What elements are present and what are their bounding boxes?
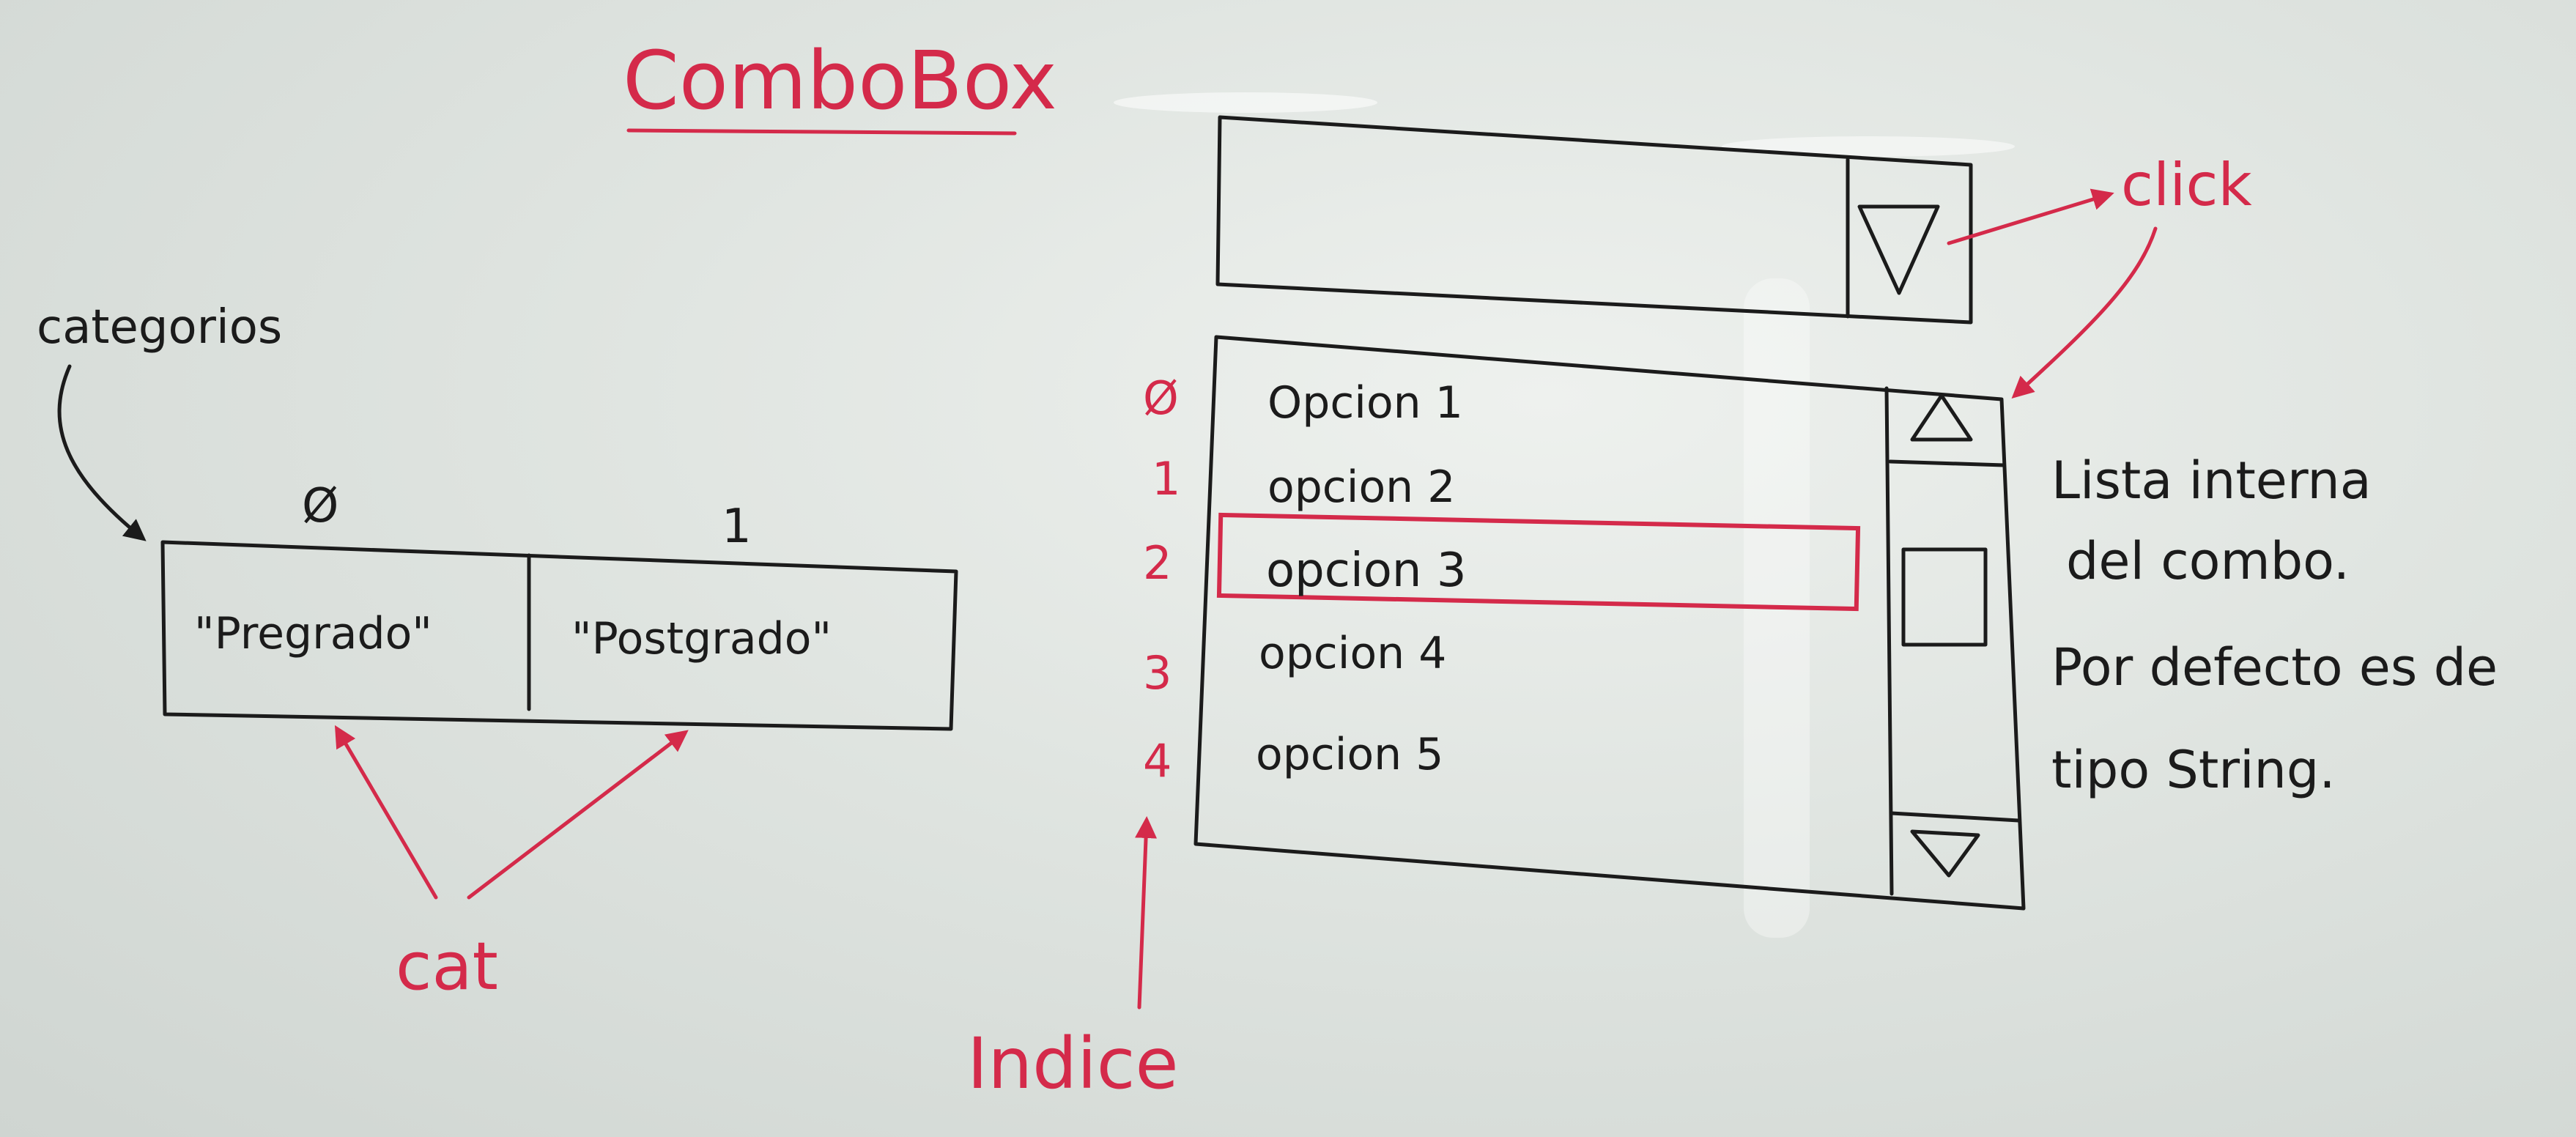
note-line-1: Lista interna: [2051, 451, 2372, 511]
cat-label: cat: [396, 928, 498, 1005]
array-label: categorios: [37, 300, 282, 355]
indice-label: Indice: [967, 1023, 1179, 1105]
list-index-1: 1: [1152, 452, 1180, 505]
scroll-thumb[interactable]: [1901, 547, 1988, 647]
array-index-1: 1: [722, 500, 752, 554]
scrollbar-divider: [1884, 386, 1894, 896]
array-label-arrow: [57, 364, 147, 541]
list-option-5[interactable]: opcion 5: [1256, 729, 1443, 780]
list-option-4[interactable]: opcion 4: [1259, 628, 1446, 679]
note-line-3: Por defecto es de: [2051, 637, 2498, 697]
cat-arrow-right: [467, 730, 689, 900]
array-index-0: Ø: [302, 479, 338, 533]
combo-list-box: [1193, 335, 2026, 911]
list-index-3: 3: [1143, 646, 1172, 700]
click-label: click: [2121, 151, 2252, 219]
title: ComboBox: [623, 34, 1057, 127]
note-line-4: tipo String.: [2051, 740, 2336, 800]
list-index-4: 4: [1143, 734, 1172, 788]
scroll-down-icon[interactable]: [1910, 829, 1980, 878]
glare: [1114, 92, 1377, 113]
combo-closed-box: [1215, 115, 1973, 325]
click-arrow-down: [2011, 226, 2158, 399]
selected-option-highlight: [1216, 512, 1861, 612]
array-box: [160, 540, 958, 731]
click-arrow: [1947, 188, 2114, 245]
dropdown-arrow-icon[interactable]: [1857, 204, 1940, 295]
cat-arrow-left: [334, 725, 438, 900]
list-index-0: Ø: [1143, 371, 1179, 425]
list-option-3[interactable]: opcion 3: [1266, 544, 1467, 598]
glare: [1722, 136, 2015, 157]
scrollbar-bottom-divider: [1890, 811, 2021, 823]
scroll-up-icon[interactable]: [1910, 393, 1973, 442]
list-option-2[interactable]: opcion 2: [1267, 462, 1455, 513]
array-cell-1: "Postgrado": [571, 613, 832, 664]
note-line-2: del combo.: [2066, 531, 2350, 591]
array-cell-0: "Pregrado": [194, 608, 432, 659]
list-option-1[interactable]: Opcion 1: [1267, 377, 1463, 429]
title-underline: [626, 128, 1017, 136]
indice-arrow: [1135, 816, 1158, 1010]
list-index-2: 2: [1143, 536, 1172, 590]
scrollbar-top-divider: [1888, 459, 2006, 467]
